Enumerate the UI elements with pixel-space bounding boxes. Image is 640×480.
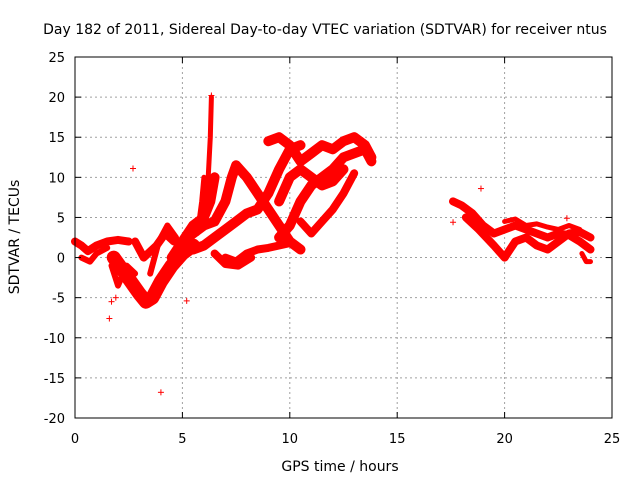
y-tick-label: -10: [44, 332, 65, 347]
y-axis-label: SDTVAR / TECUs: [7, 180, 23, 295]
data-band: [188, 140, 306, 255]
y-tick-label: -20: [44, 412, 65, 427]
x-axis-label: GPS time / hours: [281, 459, 398, 475]
data-band: [274, 164, 349, 207]
x-tick-label: 15: [389, 432, 406, 447]
y-tick-label: 15: [48, 131, 65, 146]
data-point: [157, 389, 164, 396]
data-point: [450, 219, 457, 226]
data-point: [112, 294, 119, 301]
x-tick-label: 5: [178, 432, 186, 447]
data-band: [221, 239, 294, 266]
y-tick-label: 0: [57, 252, 65, 267]
data-band: [502, 216, 583, 232]
x-tick-label: 0: [71, 432, 79, 447]
data-band: [461, 213, 595, 262]
data-point: [208, 92, 215, 99]
axis-ticks: 0 5 10 15 20 25 -20 -15 -10 -5 0 5 10 15 20 25: [44, 51, 621, 447]
data-point: [563, 215, 570, 222]
data-point: [129, 165, 136, 172]
data-band: [71, 235, 133, 256]
data-point: [183, 297, 190, 304]
data-band: [147, 222, 179, 277]
chart-title: Day 182 of 2011, Sidereal Day-to-day VTE…: [43, 22, 607, 38]
data-point: [108, 298, 115, 305]
x-tick-label: 20: [496, 432, 513, 447]
x-tick-label: 25: [604, 432, 621, 447]
data-point: [106, 315, 113, 322]
data-band: [194, 174, 209, 236]
y-tick-label: 10: [48, 171, 65, 186]
x-tick-label: 10: [282, 432, 299, 447]
y-tick-label: 5: [57, 211, 65, 226]
y-tick-label: 25: [48, 51, 65, 66]
data-band: [274, 144, 377, 243]
data-band: [106, 238, 201, 309]
y-tick-label: -15: [44, 372, 65, 387]
data-point: [477, 185, 484, 192]
data-band: [108, 262, 139, 289]
data-band-layer: [71, 94, 595, 309]
data-band: [177, 160, 306, 255]
data-band: [296, 169, 359, 238]
y-tick-label: -5: [52, 292, 65, 307]
plot-frame: [74, 56, 613, 419]
outlier-points: [106, 92, 570, 396]
data-band: [579, 251, 593, 265]
y-tick-label: 20: [48, 91, 65, 106]
data-band: [210, 249, 256, 270]
data-band: [263, 132, 377, 167]
data-band: [78, 244, 111, 265]
